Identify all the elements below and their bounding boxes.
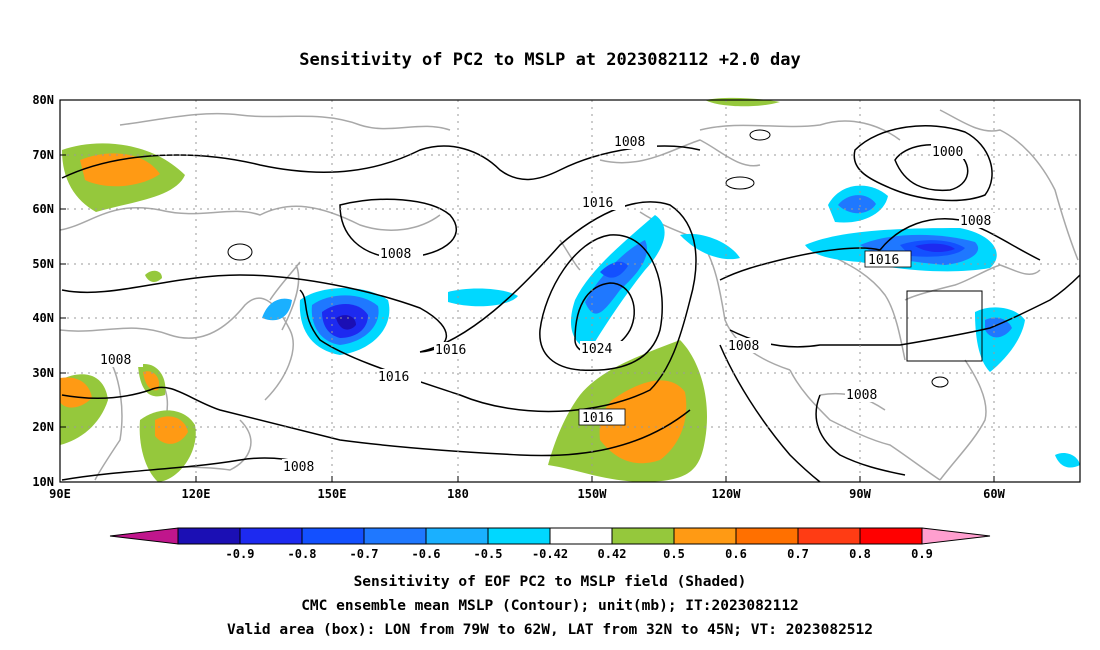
lat-tick-label: 10N: [32, 475, 54, 489]
lat-tick-label: 80N: [32, 93, 54, 107]
caption-line-2: CMC ensemble mean MSLP (Contour); unit(m…: [301, 598, 799, 614]
lon-tick-label: 120E: [182, 487, 211, 501]
colorbar-swatch: [301, 527, 365, 545]
contour-label: 1016: [435, 343, 466, 358]
lon-tick-label: 90E: [49, 487, 71, 501]
colorbar-end-low: [109, 527, 179, 545]
contour-label: 1024: [581, 342, 612, 357]
lon-tick-label: 120W: [712, 487, 742, 501]
colorbar-swatch: [673, 527, 737, 545]
chart-title: Sensitivity of PC2 to MSLP at 2023082112…: [299, 50, 801, 70]
contour-label: 1000: [932, 145, 963, 160]
caption-line-3: Valid area (box): LON from 79W to 62W, L…: [226, 622, 873, 638]
contour-label: 1008: [728, 339, 759, 354]
contour-label: 1008: [960, 214, 991, 229]
contour-label: 1008: [614, 135, 645, 150]
colorbar-label: 0.8: [849, 547, 871, 561]
lat-axis: 80N 70N 60N 50N 40N 30N 20N 10N: [32, 93, 66, 489]
colorbar-swatch: [549, 527, 613, 545]
lat-tick-label: 60N: [32, 202, 54, 216]
lat-tick-label: 70N: [32, 148, 54, 162]
colorbar-label: 0.7: [787, 547, 809, 561]
colorbar-label: -0.9: [226, 547, 255, 561]
lon-tick-label: 150E: [318, 487, 347, 501]
colorbar-swatch: [859, 527, 923, 545]
colorbar-swatch: [239, 527, 303, 545]
contour-label: 1008: [846, 388, 877, 403]
caption-line-1: Sensitivity of EOF PC2 to MSLP field (Sh…: [353, 574, 747, 590]
plot-frame: [59, 99, 1081, 483]
colorbar-label: 0.6: [725, 547, 747, 561]
colorbar-label: -0.6: [412, 547, 441, 561]
lon-axis: 90E 120E 150E 180 150W 120W 90W 60W: [49, 476, 1006, 501]
colorbar-label: 0.42: [598, 547, 627, 561]
contour-label: 1008: [100, 353, 131, 368]
lat-tick-label: 20N: [32, 420, 54, 434]
lat-tick-label: 30N: [32, 366, 54, 380]
lon-tick-label: 180: [447, 487, 469, 501]
contour-label: 1008: [380, 247, 411, 262]
lat-lon-grid: [60, 100, 1080, 482]
colorbar-swatch: [735, 527, 799, 545]
lon-tick-label: 90W: [849, 487, 871, 501]
shaded-sensitivity: [60, 97, 1080, 482]
colorbar-label: 0.5: [663, 547, 685, 561]
contour-label: 1016: [378, 370, 409, 385]
contour-label: 1016: [582, 411, 613, 426]
colorbar-swatch: [425, 527, 489, 545]
colorbar-label: -0.5: [474, 547, 503, 561]
colorbar-swatch: [611, 527, 675, 545]
contour-label: 1008: [283, 460, 314, 475]
colorbar-end-high: [921, 527, 991, 545]
valid-area-box: [906, 290, 983, 362]
coastlines: [59, 109, 1079, 481]
lat-tick-label: 40N: [32, 311, 54, 325]
colorbar-swatch: [487, 527, 551, 545]
lon-tick-label: 60W: [983, 487, 1005, 501]
lon-tick-label: 150W: [578, 487, 608, 501]
lat-tick-label: 50N: [32, 257, 54, 271]
colorbar-swatch: [177, 527, 241, 545]
contour-label: 1016: [868, 253, 899, 268]
contour-label: 1016: [582, 196, 613, 211]
colorbar-label: 0.9: [911, 547, 933, 561]
islands: [227, 129, 949, 388]
colorbar-label: -0.42: [532, 547, 568, 561]
contour-labels: 1008 1016 1008 1000 1008 1016 1016 1024 …: [99, 134, 1003, 475]
colorbar: -0.9 -0.8 -0.7 -0.6 -0.5 -0.42 0.42 0.5 0.6 0.7 0.…: [109, 527, 991, 561]
colorbar-label: -0.7: [350, 547, 379, 561]
colorbar-swatch: [363, 527, 427, 545]
colorbar-swatch: [797, 527, 861, 545]
colorbar-label: -0.8: [288, 547, 317, 561]
